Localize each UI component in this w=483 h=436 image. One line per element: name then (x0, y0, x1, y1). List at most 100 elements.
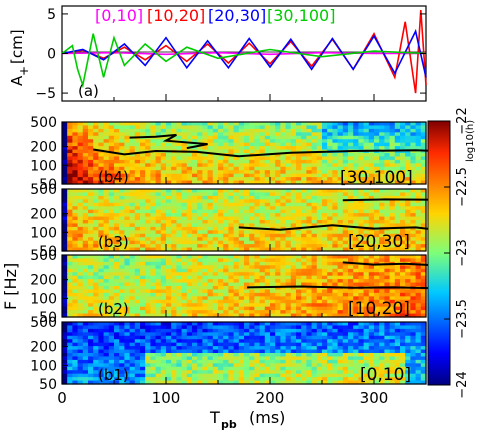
heatmap-cell (67, 296, 73, 301)
heatmap-cell (119, 261, 125, 266)
heatmap-cell (62, 292, 68, 297)
heatmap-cell (306, 202, 313, 207)
heatmap-cell (98, 177, 105, 182)
heatmap-cell (212, 226, 219, 231)
heatmap-cell (358, 275, 365, 280)
heatmap-cell (389, 292, 396, 297)
heatmap-cell (62, 325, 68, 330)
heatmap-cell (98, 332, 105, 337)
heatmap-cell (389, 377, 396, 382)
heatmap-cell (140, 237, 146, 242)
heatmap-cell (207, 342, 214, 347)
heatmap-cell (384, 166, 391, 171)
heatmap-cell (285, 230, 292, 235)
heatmap-cell (197, 125, 203, 130)
heatmap-cell (181, 359, 188, 364)
heatmap-cell (275, 268, 281, 273)
heatmap-cell (140, 220, 146, 225)
heatmap-cell (296, 170, 302, 175)
heatmap-cell (384, 332, 391, 337)
heatmap-cell (212, 335, 219, 340)
heatmap-cell (186, 209, 193, 214)
heatmap-cell (374, 258, 380, 263)
heatmap-cell (316, 247, 323, 252)
heatmap-cell (160, 177, 167, 182)
heatmap-cell (270, 139, 276, 144)
heatmap-cell (342, 244, 349, 249)
heatmap-cell (368, 213, 375, 218)
heatmap-cell (72, 310, 79, 315)
heatmap-cell (228, 166, 235, 171)
heatmap-cell (353, 335, 359, 340)
heatmap-cell (296, 332, 302, 337)
heatmap-cell (353, 275, 359, 280)
heatmap-cell (223, 296, 229, 301)
heatmap-cell (72, 180, 79, 185)
heatmap-cell (270, 153, 276, 158)
heatmap-cell (363, 128, 370, 133)
heatmap-cell (108, 377, 115, 382)
heatmap-cell (98, 349, 105, 354)
heatmap-cell (77, 332, 84, 337)
heatmap-cell (77, 237, 84, 242)
heatmap-cell (254, 230, 261, 235)
heatmap-cell (108, 335, 115, 340)
heatmap-cell (285, 166, 292, 171)
heatmap-cell (270, 258, 276, 263)
heatmap-cell (119, 128, 125, 133)
heatmap-cell (212, 339, 219, 344)
heatmap-cell (155, 233, 162, 238)
heatmap-cell (379, 135, 385, 140)
heatmap-cell (405, 135, 411, 140)
heatmap-cell (415, 255, 422, 260)
heatmap-cell (400, 332, 406, 337)
heatmap-cell (259, 363, 266, 368)
heatmap-cell (67, 265, 73, 270)
heatmap-cell (306, 146, 313, 151)
heatmap-cell (415, 156, 422, 161)
heatmap-cell (197, 247, 203, 252)
heatmap-cell (405, 306, 411, 311)
heatmap-cell (129, 173, 136, 178)
heatmap-cell (254, 342, 261, 347)
heatmap-cell (192, 226, 198, 231)
heatmap-cell (114, 255, 120, 260)
heatmap-cell (311, 240, 318, 245)
heatmap-cell (218, 303, 224, 308)
heatmap-cell (67, 279, 73, 284)
heatmap-cell (394, 240, 401, 245)
heatmap-cell (176, 166, 183, 171)
heatmap-cell (223, 258, 229, 263)
heatmap-cell (150, 286, 157, 291)
heatmap-cell (62, 209, 68, 214)
heatmap-cell (223, 299, 229, 304)
heatmap-cell (171, 180, 177, 185)
heatmap-cell (140, 216, 146, 221)
heatmap-cell (218, 268, 224, 273)
heatmap-cell (181, 128, 188, 133)
heatmap-cell (166, 356, 172, 361)
heatmap-cell (181, 170, 188, 175)
heatmap-cell (410, 166, 417, 171)
heatmap-cell (119, 142, 125, 147)
heatmap-cell (249, 370, 255, 375)
heatmap-cell (103, 153, 110, 158)
heatmap-cell (212, 349, 219, 354)
heatmap-cell (405, 258, 411, 263)
heatmap-cell (285, 244, 292, 249)
heatmap-cell (410, 149, 417, 154)
heatmap-cell (77, 206, 84, 211)
heatmap-cell (228, 156, 235, 161)
heatmap-cell (212, 177, 219, 182)
heatmap-cell (285, 335, 292, 340)
heatmap-cell (233, 189, 240, 194)
heatmap-cell (176, 275, 183, 280)
heatmap-cell (119, 282, 125, 287)
heatmap-cell (140, 306, 146, 311)
heatmap-cell (98, 377, 105, 382)
heatmap-cell (249, 373, 255, 378)
heatmap-cell (166, 223, 172, 228)
heatmap-cell (176, 289, 183, 294)
heatmap-cell (124, 128, 131, 133)
heatmap-cell (301, 339, 307, 344)
